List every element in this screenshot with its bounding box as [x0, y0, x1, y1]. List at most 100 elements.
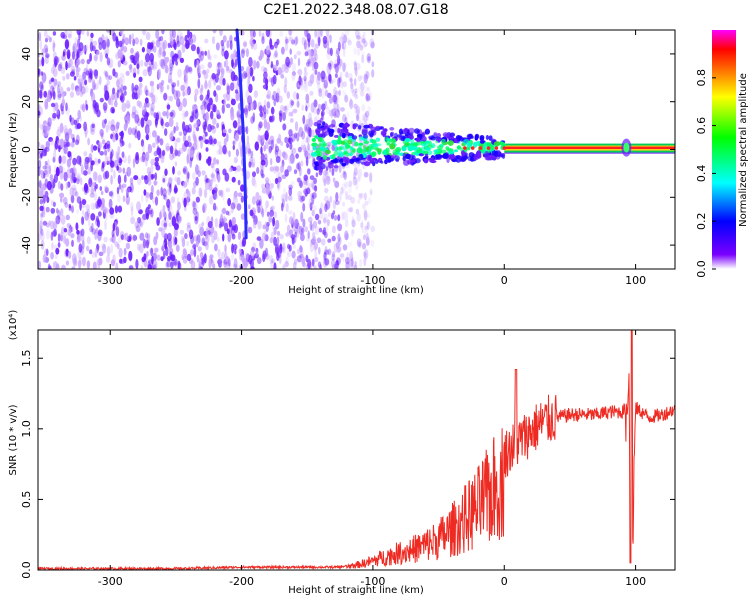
noise-dot [192, 111, 195, 118]
signal-blob-dot [369, 152, 375, 156]
noise-dot [347, 184, 352, 195]
noise-dot [162, 193, 166, 200]
noise-dot [233, 190, 238, 198]
noise-dot [343, 92, 348, 100]
noise-dot [342, 244, 348, 251]
noise-dot [240, 184, 245, 192]
signal-blob-dot [363, 124, 370, 129]
noise-dot [363, 208, 368, 218]
noise-dot [312, 236, 317, 244]
noise-dot [137, 130, 141, 141]
noise-dot [156, 111, 161, 120]
noise-dot [245, 89, 250, 100]
noise-dot [276, 87, 281, 97]
noise-dot [261, 183, 266, 190]
noise-dot [341, 40, 344, 50]
noise-dot [316, 75, 321, 86]
signal-blob-dot [320, 146, 325, 151]
noise-dot [365, 93, 369, 101]
noise-dot [293, 54, 297, 60]
noise-dot [313, 177, 317, 185]
signal-blob-dot [386, 138, 391, 141]
noise-dot [233, 244, 238, 250]
spike-core [623, 142, 630, 153]
noise-dot [247, 74, 251, 86]
noise-dot [344, 219, 349, 228]
noise-dot [194, 215, 199, 225]
noise-dot [204, 131, 208, 137]
noise-dot [83, 170, 88, 176]
noise-dot [204, 188, 208, 199]
noise-dot [339, 253, 345, 258]
noise-dot [162, 178, 166, 183]
noise-dot [256, 236, 262, 241]
noise-dot [327, 238, 332, 243]
noise-dot [184, 42, 190, 49]
noise-dot [216, 159, 220, 165]
noise-dot [294, 218, 299, 229]
noise-dot [148, 102, 153, 111]
noise-dot [344, 256, 350, 265]
noise-dot [101, 198, 105, 205]
noise-dot [273, 262, 277, 269]
noise-dot [367, 240, 371, 246]
noise-dot [197, 49, 202, 58]
noise-dot [101, 197, 105, 205]
noise-dot [313, 106, 317, 115]
noise-dot [276, 137, 281, 144]
noise-dot [335, 192, 339, 202]
top-x-tick-label: 100 [625, 274, 646, 287]
noise-dot [241, 240, 245, 247]
signal-blob-dot [384, 159, 388, 165]
noise-dot [40, 182, 45, 194]
noise-dot [303, 39, 308, 50]
noise-dot [180, 84, 185, 92]
noise-dot [365, 232, 369, 242]
noise-dot [320, 202, 324, 212]
noise-dot [166, 198, 171, 209]
noise-dot [210, 110, 214, 120]
noise-dot [265, 184, 271, 195]
noise-dot [90, 213, 96, 221]
noise-dot [279, 104, 284, 114]
noise-dot [197, 72, 201, 79]
noise-dot [60, 197, 63, 203]
noise-dot [307, 168, 311, 175]
noise-dot [188, 155, 193, 165]
noise-dot [309, 175, 315, 181]
noise-dot [177, 150, 181, 157]
noise-dot [226, 66, 230, 72]
noise-dot [328, 109, 334, 117]
noise-dot [200, 50, 205, 56]
noise-dot [39, 39, 43, 51]
noise-dot [342, 244, 348, 251]
noise-dot [199, 226, 205, 237]
noise-dot [189, 150, 194, 158]
signal-line-band [504, 146, 675, 150]
noise-dot [192, 131, 196, 140]
noise-dot [42, 183, 48, 191]
signal-blob-dot [321, 130, 325, 135]
noise-dot [308, 216, 313, 223]
signal-blob-dot [380, 126, 384, 130]
signal-blob-dot [473, 154, 479, 160]
noise-dot [264, 206, 268, 213]
noise-dot [174, 138, 178, 149]
noise-dot [356, 35, 361, 40]
noise-dot [135, 259, 139, 269]
noise-dot [213, 138, 217, 145]
noise-dot [131, 91, 136, 100]
noise-dot [227, 198, 232, 207]
noise-dot [308, 127, 312, 138]
noise-dot [137, 217, 142, 224]
noise-dot [104, 36, 109, 46]
noise-dot [118, 88, 122, 94]
noise-dot [204, 101, 207, 110]
noise-dot [47, 159, 50, 168]
noise-dot [90, 129, 95, 136]
noise-dot [252, 242, 257, 250]
noise-dot [81, 30, 85, 35]
noise-dot [104, 187, 108, 194]
noise-dot [136, 201, 141, 212]
noise-dot [99, 52, 103, 63]
